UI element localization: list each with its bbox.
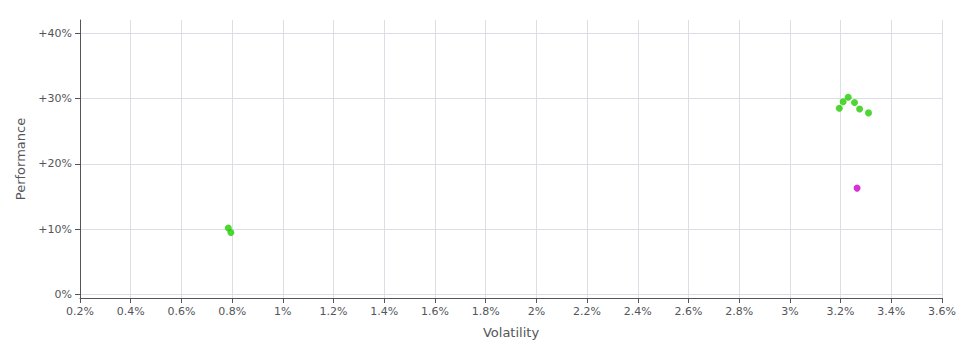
svg-text:3.4%: 3.4% [877,305,905,318]
svg-text:1.2%: 1.2% [320,305,348,318]
svg-text:Performance: Performance [13,118,28,200]
svg-text:+30%: +30% [38,92,72,105]
svg-text:2%: 2% [528,305,545,318]
svg-text:+10%: +10% [38,223,72,236]
svg-text:0.2%: 0.2% [66,305,94,318]
svg-text:3.6%: 3.6% [928,305,956,318]
svg-text:+20%: +20% [38,157,72,170]
svg-text:1.8%: 1.8% [472,305,500,318]
svg-text:0.8%: 0.8% [218,305,246,318]
svg-text:0%: 0% [55,288,72,301]
svg-text:+40%: +40% [38,27,72,40]
svg-text:1%: 1% [274,305,291,318]
svg-text:3%: 3% [781,305,798,318]
svg-text:1.4%: 1.4% [370,305,398,318]
svg-text:Volatility: Volatility [483,325,539,340]
svg-text:0.4%: 0.4% [117,305,145,318]
svg-text:2.2%: 2.2% [573,305,601,318]
svg-text:1.6%: 1.6% [421,305,449,318]
svg-text:2.8%: 2.8% [725,305,753,318]
svg-text:3.2%: 3.2% [827,305,855,318]
svg-text:2.6%: 2.6% [674,305,702,318]
svg-text:0.6%: 0.6% [167,305,195,318]
svg-text:2.4%: 2.4% [624,305,652,318]
